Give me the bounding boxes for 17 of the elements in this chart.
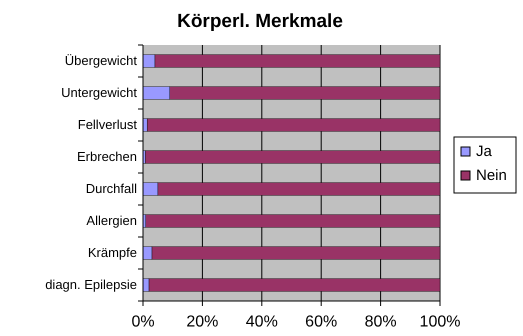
y-tick-label: Untergewicht xyxy=(61,85,138,100)
y-tick-label: Krämpfe xyxy=(88,245,137,260)
x-tick-label: 100% xyxy=(420,314,460,331)
legend-label: Nein xyxy=(476,167,507,184)
x-tick-label: 60% xyxy=(305,314,338,331)
y-tick-label: Allergien xyxy=(86,213,137,228)
y-tick-label: Übergewicht xyxy=(64,53,138,68)
chart-title: Körperl. Merkmale xyxy=(177,11,343,32)
y-tick-label: Durchfall xyxy=(86,181,138,196)
legend-label: Ja xyxy=(476,143,492,160)
y-tick-label: Erbrechen xyxy=(77,149,137,164)
x-tick-label: 80% xyxy=(364,314,397,331)
x-tick-label: 0% xyxy=(131,314,155,331)
x-tick-label: 20% xyxy=(186,314,218,331)
y-tick-label: Fellverlust xyxy=(78,117,138,132)
x-tick-label: 40% xyxy=(246,314,278,331)
y-tick-label: diagn. Epilepsie xyxy=(45,277,137,292)
